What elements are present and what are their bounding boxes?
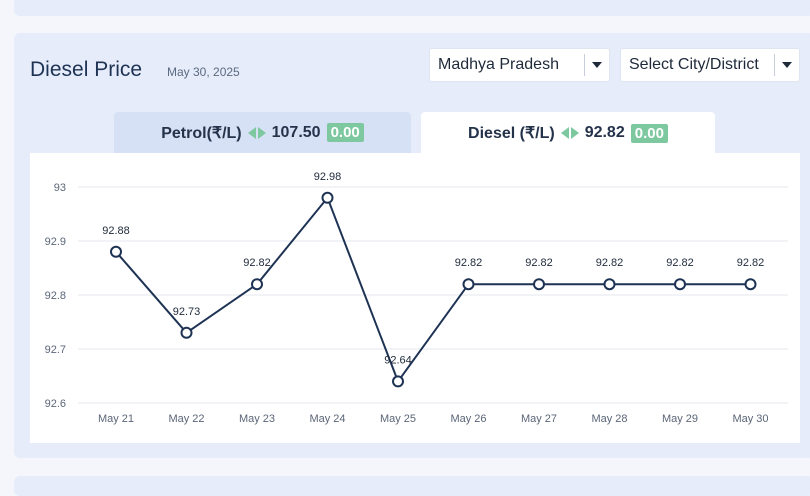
y-tick-label: 92.7 [45, 344, 66, 356]
data-point [180, 326, 193, 339]
data-point [674, 278, 686, 291]
x-tick-label: May 21 [98, 413, 134, 425]
tab-fuel-label: Diesel (₹/L) [468, 125, 555, 142]
city-select-placeholder: Select City/District [629, 56, 759, 73]
data-point [321, 191, 334, 204]
x-tick-label: May 22 [168, 413, 204, 425]
x-tick-label: May 29 [662, 413, 698, 425]
tab-price: 107.50 [271, 123, 321, 141]
data-label: 92.82 [455, 257, 483, 269]
y-tick-label: 92.8 [45, 290, 66, 302]
data-label: 92.82 [737, 257, 765, 269]
data-label: 92.73 [173, 306, 201, 318]
state-select[interactable]: Madhya Pradesh [429, 48, 610, 82]
page-title: Diesel Price [30, 58, 143, 81]
price-date: May 30, 2025 [167, 65, 240, 79]
state-select-value: Madhya Pradesh [438, 56, 559, 73]
y-tick-label: 93 [54, 182, 66, 194]
data-label: 92.88 [102, 225, 130, 237]
data-label: 92.82 [243, 257, 271, 269]
data-point [110, 245, 122, 258]
data-label: 92.82 [525, 257, 553, 269]
data-point [603, 278, 616, 291]
tab-price: 92.82 [584, 124, 625, 141]
data-point [533, 278, 545, 291]
series-line [115, 195, 751, 384]
data-label: 92.64 [384, 354, 412, 366]
price-change-arrows-icon [247, 126, 266, 139]
data-point [462, 278, 475, 291]
chevron-down-icon[interactable] [775, 62, 799, 68]
data-point [251, 278, 263, 291]
change-badge: 0.00 [326, 123, 364, 142]
x-tick-label: May 26 [450, 413, 486, 425]
data-point [392, 375, 404, 388]
data-label: 92.98 [314, 171, 342, 183]
data-label: 92.82 [596, 257, 624, 269]
x-tick-label: May 30 [732, 413, 768, 425]
data-label: 92.82 [666, 257, 694, 269]
chevron-down-icon[interactable] [585, 62, 609, 68]
previous-card [14, 0, 810, 16]
x-tick-label: May 27 [521, 413, 557, 425]
next-card [14, 476, 810, 496]
y-tick-label: 92.6 [45, 398, 66, 410]
data-point [744, 278, 757, 291]
line-chart-svg: 92.6 92.7 92.8 92.9 93 May 21 May 22 May 23 May … [45, 171, 788, 425]
y-tick-label: 92.9 [45, 236, 66, 248]
select-divider [584, 54, 585, 76]
x-tick-label: May 23 [239, 413, 275, 425]
x-tick-label: May 28 [591, 413, 627, 425]
city-select[interactable]: Select City/District [620, 48, 800, 82]
x-tick-label: May 25 [380, 413, 416, 425]
tab-fuel-label: Petrol(₹/L) [161, 124, 242, 142]
price-change-arrows-icon [560, 127, 579, 139]
x-tick-label: May 24 [309, 413, 345, 425]
tab-petrol[interactable]: Petrol(₹/L) 107.50 0.00 [114, 112, 411, 153]
select-divider [774, 54, 775, 76]
change-badge: 0.00 [630, 123, 668, 143]
price-chart: 92.6 92.7 92.8 92.9 93 May 21 May 22 May 23 May … [30, 153, 800, 443]
tab-diesel[interactable]: Diesel (₹/L) 92.82 0.00 [421, 112, 715, 154]
